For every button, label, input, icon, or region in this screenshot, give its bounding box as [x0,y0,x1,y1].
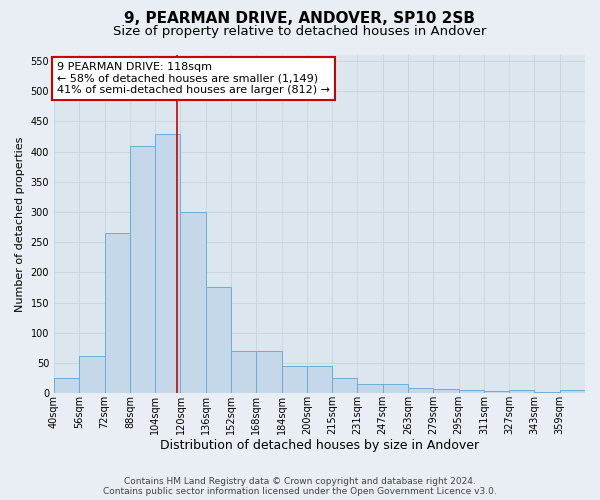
Bar [408,388,433,393]
Bar [560,390,585,393]
Bar [130,146,155,393]
Bar [256,351,281,393]
Bar [433,389,458,393]
Bar [332,378,358,393]
Bar [281,366,307,393]
Y-axis label: Number of detached properties: Number of detached properties [15,136,25,312]
Bar [509,390,535,393]
Bar [181,212,206,393]
Text: Contains HM Land Registry data © Crown copyright and database right 2024.
Contai: Contains HM Land Registry data © Crown c… [103,476,497,496]
Bar [484,391,509,393]
Bar [104,233,130,393]
X-axis label: Distribution of detached houses by size in Andover: Distribution of detached houses by size … [160,440,479,452]
Text: 9 PEARMAN DRIVE: 118sqm
← 58% of detached houses are smaller (1,149)
41% of semi: 9 PEARMAN DRIVE: 118sqm ← 58% of detache… [57,62,330,96]
Bar [307,366,332,393]
Bar [535,392,560,393]
Bar [231,351,256,393]
Bar [358,384,383,393]
Bar [155,134,181,393]
Bar [206,288,231,393]
Bar [54,378,79,393]
Bar [383,384,408,393]
Bar [79,356,104,393]
Text: 9, PEARMAN DRIVE, ANDOVER, SP10 2SB: 9, PEARMAN DRIVE, ANDOVER, SP10 2SB [125,11,476,26]
Bar [458,390,484,393]
Text: Size of property relative to detached houses in Andover: Size of property relative to detached ho… [113,25,487,38]
